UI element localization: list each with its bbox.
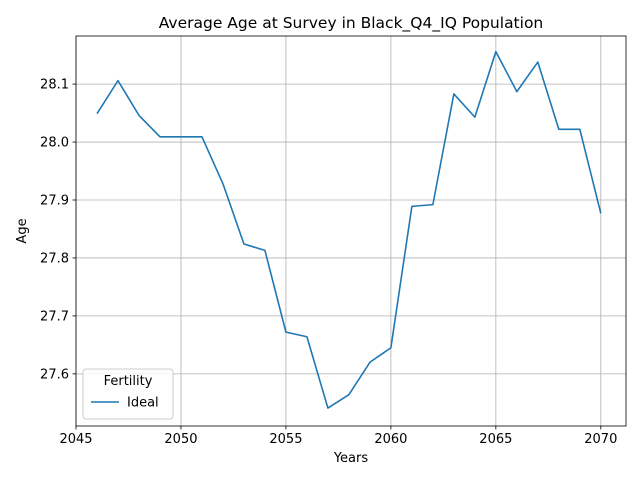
legend-title: Fertility bbox=[104, 374, 153, 389]
x-axis-label: Years bbox=[333, 451, 369, 466]
series-line-ideal bbox=[96, 50, 602, 409]
legend-box bbox=[82, 368, 174, 420]
x-tick-label: 2055 bbox=[269, 432, 302, 447]
y-tick-label: 28.0 bbox=[40, 136, 69, 151]
x-tick-label: 2050 bbox=[164, 432, 197, 447]
plot-frame bbox=[75, 35, 627, 427]
y-tick-label: 27.6 bbox=[40, 367, 69, 382]
x-tick-label: 2060 bbox=[374, 432, 407, 447]
legend: Fertility Ideal bbox=[82, 368, 174, 420]
y-tick-label: 28.1 bbox=[40, 78, 69, 93]
y-tick-label: 27.8 bbox=[40, 251, 69, 266]
y-axis-label: Age bbox=[15, 218, 30, 243]
series-layer bbox=[96, 50, 602, 409]
grid bbox=[75, 36, 626, 426]
y-tick-label: 27.9 bbox=[40, 193, 69, 208]
y-tick-label: 27.7 bbox=[40, 309, 69, 324]
x-tick-label: 2045 bbox=[59, 432, 92, 447]
ticks: 2045 2050 2055 2060 2065 2070 27.6 27.7 27.8 27.9… bbox=[40, 78, 617, 447]
x-tick-label: 2065 bbox=[479, 432, 512, 447]
chart-title: Average Age at Survey in Black_Q4_IQ Pop… bbox=[159, 14, 544, 33]
legend-label-ideal: Ideal bbox=[127, 396, 159, 411]
x-tick-label: 2070 bbox=[584, 432, 617, 447]
